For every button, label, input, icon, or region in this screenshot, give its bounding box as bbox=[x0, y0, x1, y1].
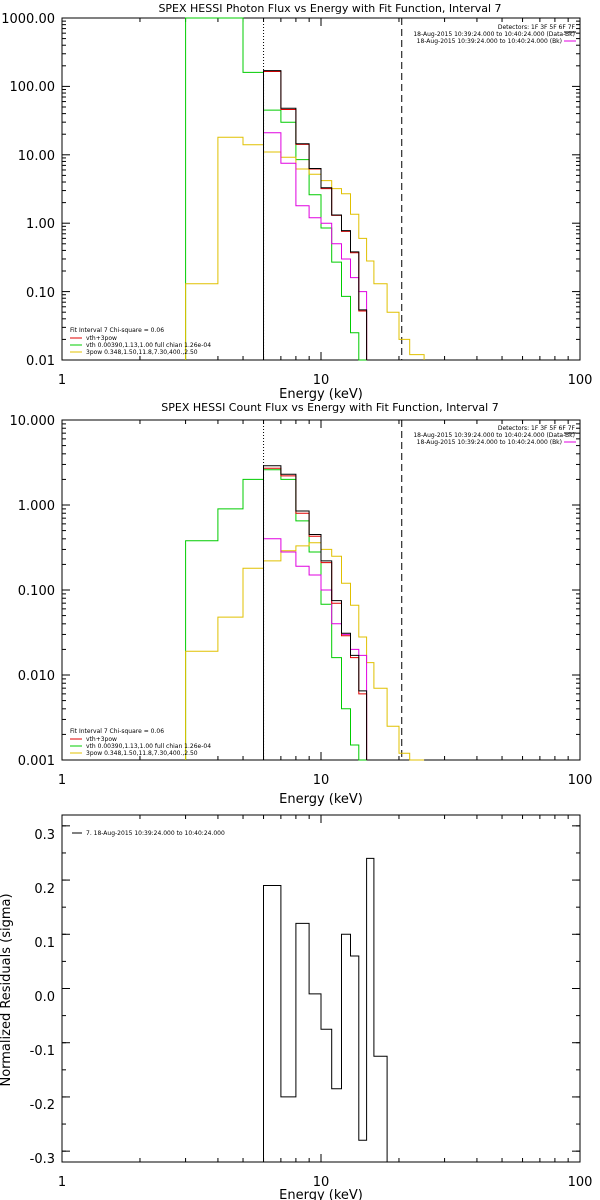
fit-legend-header: Fit Interval 7 Chi-square = 0.06 bbox=[70, 327, 164, 334]
y-tick-label: 1.00 bbox=[26, 217, 55, 232]
series-line-vth-3pow bbox=[263, 467, 368, 760]
detectors-label: Detectors: 1F 3F 5F 6F 7F bbox=[498, 425, 576, 432]
series-line-vth bbox=[185, 17, 367, 361]
x-tick-label: 10 bbox=[313, 773, 330, 788]
x-tick-label: 1 bbox=[58, 373, 66, 388]
y-axis-label: Normalized Residuals (sigma) bbox=[0, 893, 14, 1086]
series-group bbox=[185, 465, 425, 761]
legend-entry: 3pow 0.348,1.50,11.8,7.30,400.,2.50 bbox=[86, 349, 198, 356]
x-axis-label: Energy (keV) bbox=[279, 792, 363, 807]
y-tick-label: 0.3 bbox=[34, 828, 55, 843]
series-line-vth-3pow bbox=[263, 71, 368, 360]
chart-title: SPEX HESSI Photon Flux vs Energy with Fi… bbox=[158, 2, 501, 15]
bk-interval-label: 18-Aug-2015 10:39:24.000 to 10:40:24.000… bbox=[417, 38, 562, 45]
fit-legend-header: Fit Interval 7 Chi-square = 0.06 bbox=[70, 728, 164, 735]
x-tick-label: 100 bbox=[568, 373, 593, 388]
y-tick-label: 100.00 bbox=[10, 80, 56, 95]
y-tick-label: -0.3 bbox=[30, 1152, 55, 1167]
y-tick-label: 10.000 bbox=[10, 414, 56, 429]
y-tick-label: 0.010 bbox=[18, 669, 55, 684]
photon-flux-panel: SPEX HESSI Photon Flux vs Energy with Fi… bbox=[1, 2, 592, 402]
x-tick-label: 10 bbox=[313, 1175, 330, 1190]
data-interval-label: 18-Aug-2015 10:39:24.000 to 10:40:24.000… bbox=[413, 31, 575, 38]
y-tick-label: 0.100 bbox=[18, 584, 55, 599]
x-tick-label: 10 bbox=[313, 373, 330, 388]
y-tick-label: 0.01 bbox=[26, 354, 55, 369]
reference-lines bbox=[263, 420, 403, 760]
y-tick-label: -0.2 bbox=[30, 1098, 55, 1113]
legend-entry: 7. 18-Aug-2015 10:39:24.000 to 10:40:24.… bbox=[86, 830, 225, 837]
count-flux-panel: SPEX HESSI Count Flux vs Energy with Fit… bbox=[10, 401, 593, 807]
y-tick-label: 0.2 bbox=[34, 882, 55, 897]
data-interval-label: 18-Aug-2015 10:39:24.000 to 10:40:24.000… bbox=[413, 432, 575, 439]
x-tick-label: 100 bbox=[568, 1175, 593, 1190]
series-line-7-18-aug-2015-10-39-24-000-to-10-40-24-000 bbox=[263, 857, 388, 1162]
legend-entry: vth+3pow bbox=[86, 736, 117, 743]
y-tick-label: 0.10 bbox=[26, 286, 55, 301]
y-tick-label: 0.1 bbox=[34, 936, 55, 951]
series-group bbox=[185, 17, 425, 361]
series-line-3pow bbox=[185, 542, 425, 761]
y-tick-label: 0.001 bbox=[18, 754, 55, 769]
series-line-data-bk bbox=[263, 465, 368, 760]
x-tick-label: 100 bbox=[568, 773, 593, 788]
x-axis-label: Energy (keV) bbox=[279, 387, 363, 402]
series-line-bk bbox=[263, 538, 368, 760]
y-tick-label: 1.000 bbox=[18, 499, 55, 514]
legend-entry: vth 0.00390,1.13,1.00 full chian 1.26e-0… bbox=[86, 342, 211, 349]
x-axis-label: Energy (keV) bbox=[279, 1188, 363, 1200]
x-tick-label: 1 bbox=[58, 1175, 66, 1190]
y-tick-label: -0.1 bbox=[30, 1044, 55, 1059]
x-tick-label: 1 bbox=[58, 773, 66, 788]
chart-title: SPEX HESSI Count Flux vs Energy with Fit… bbox=[161, 401, 498, 414]
series-line-vth bbox=[185, 469, 367, 761]
legend-entry: vth+3pow bbox=[86, 335, 117, 342]
axis-ticks bbox=[61, 815, 580, 1162]
y-tick-label: 0.0 bbox=[34, 990, 55, 1005]
series-group bbox=[263, 857, 388, 1162]
detectors-label: Detectors: 1F 3F 5F 6F 7F bbox=[498, 24, 576, 31]
series-line-3pow bbox=[185, 136, 425, 360]
legend-entry: vth 0.00390,1.13,1.00 full chian 1.26e-0… bbox=[86, 743, 211, 750]
plot-frame bbox=[61, 814, 581, 1163]
series-line-bk bbox=[263, 132, 368, 360]
legend-entry: 3pow 0.348,1.50,11.8,7.30,400.,2.50 bbox=[86, 750, 198, 757]
y-tick-label: 1000.00 bbox=[1, 12, 55, 27]
bk-interval-label: 18-Aug-2015 10:39:24.000 to 10:40:24.000… bbox=[417, 439, 562, 446]
series-line-data-bk bbox=[263, 70, 368, 360]
residuals-panel: 1 10 100 -0.3 -0.2 -0.1 0.0 0.1 0.2 0.3 … bbox=[0, 814, 593, 1200]
y-tick-label: 10.00 bbox=[18, 149, 55, 164]
